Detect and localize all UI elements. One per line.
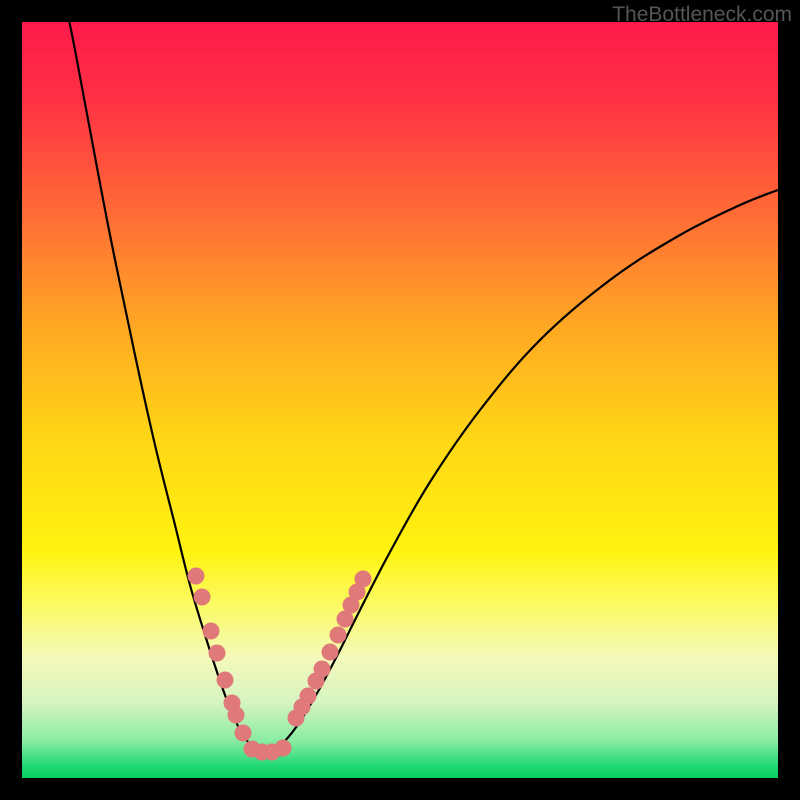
watermark-text: TheBottleneck.com — [612, 3, 792, 27]
dot-left — [217, 672, 234, 689]
gradient-background — [22, 22, 778, 778]
dot-left — [194, 589, 211, 606]
frame-bottom — [0, 778, 800, 800]
frame-left — [0, 0, 22, 800]
dot-left — [235, 725, 252, 742]
plot-svg — [22, 22, 778, 778]
dot-right — [314, 661, 331, 678]
dot-right — [322, 644, 339, 661]
frame-right — [778, 0, 800, 800]
dot-left — [188, 568, 205, 585]
plot-area — [22, 22, 778, 778]
dot-floor — [275, 740, 292, 757]
dot-left — [228, 707, 245, 724]
dot-left — [203, 623, 220, 640]
dot-left — [209, 645, 226, 662]
dot-right — [355, 571, 372, 588]
dot-right — [300, 688, 317, 705]
dot-right — [330, 627, 347, 644]
